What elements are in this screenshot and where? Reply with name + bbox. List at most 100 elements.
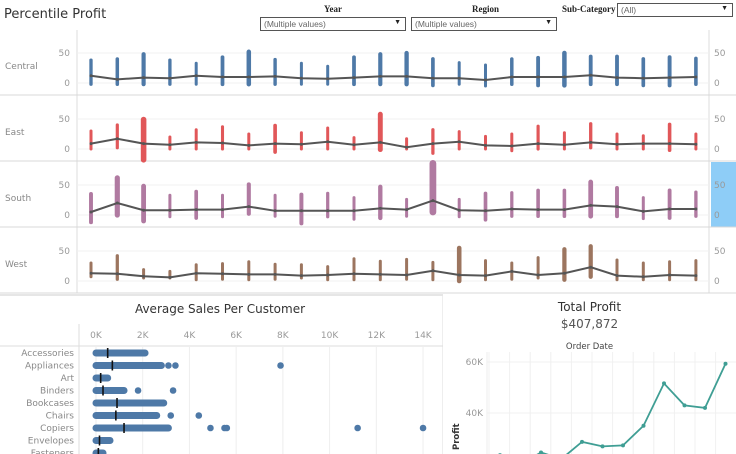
median-point <box>562 208 566 212</box>
data-point <box>167 412 175 419</box>
median-point <box>247 272 251 276</box>
median-point <box>273 142 277 146</box>
median-point <box>89 210 93 214</box>
median-point <box>326 209 330 213</box>
median-point <box>115 272 119 276</box>
avg-sales-title: Average Sales Per Customer <box>134 302 306 316</box>
y-tick-label: 50 <box>59 49 71 59</box>
median-point <box>273 74 277 78</box>
median-point <box>589 73 593 77</box>
median-point <box>142 142 146 146</box>
median-point <box>484 143 487 147</box>
y-tick-label-right: 0 <box>714 145 720 155</box>
y-tick-label: 40K <box>466 409 484 419</box>
median-point <box>484 274 487 278</box>
profit-point <box>641 423 646 428</box>
median-point <box>194 271 198 275</box>
region-filter-dropdown[interactable]: (Multiple values) ▼ <box>411 17 557 31</box>
y-tick-label-right: 0 <box>714 277 720 287</box>
median-point <box>142 208 146 212</box>
category-label: Binders <box>40 387 74 397</box>
median-point <box>89 142 93 146</box>
median-point <box>115 77 119 81</box>
median-point <box>168 208 172 212</box>
median-line <box>90 74 696 82</box>
x-tick-label: 14K <box>414 331 432 341</box>
y-tick-label-right: 50 <box>714 49 726 59</box>
data-point <box>354 424 361 432</box>
median-point <box>668 207 672 211</box>
category-label: Bookcases <box>26 399 74 409</box>
median-point <box>510 144 514 148</box>
median-point <box>431 142 435 146</box>
median-point <box>510 207 514 211</box>
y-tick-label-right: 50 <box>714 247 726 257</box>
profit-point <box>682 403 687 408</box>
median-point <box>484 209 487 213</box>
median-point <box>378 206 382 210</box>
median-point <box>247 205 251 209</box>
profit-axis-label: Profit <box>452 423 462 450</box>
category-label: Fasteners <box>31 449 75 454</box>
median-point <box>247 75 251 79</box>
median-point <box>484 78 487 82</box>
y-tick-label-right: 0 <box>714 79 720 89</box>
median-point <box>457 76 461 80</box>
y-tick-label-right: 50 <box>714 181 726 191</box>
median-point <box>589 140 593 144</box>
data-point <box>223 424 231 432</box>
region-filter-value: (Multiple values) <box>415 19 477 29</box>
median-point <box>352 272 356 276</box>
median-point <box>641 275 645 279</box>
y-tick-label: 50 <box>59 181 71 191</box>
median-point <box>221 141 224 145</box>
y-tick-label: 0 <box>64 145 70 155</box>
median-point <box>89 74 93 78</box>
median-point <box>668 142 672 146</box>
median-point <box>405 273 409 277</box>
median-point <box>352 209 356 213</box>
y-tick-label-right: 0 <box>714 211 720 221</box>
median-point <box>299 274 303 278</box>
region-label: South <box>5 194 31 204</box>
profit-point <box>621 443 625 448</box>
median-point <box>378 74 382 78</box>
x-tick-label: 4K <box>184 331 197 341</box>
profit-point <box>723 361 728 366</box>
median-point <box>221 208 224 212</box>
median-point <box>694 75 698 79</box>
median-point <box>615 142 619 146</box>
median-point <box>378 272 382 276</box>
y-tick-label-right: 50 <box>714 115 726 125</box>
median-point <box>405 74 409 78</box>
profit-point <box>580 439 584 444</box>
category-label: Appliances <box>25 362 74 372</box>
median-point <box>589 265 593 269</box>
profit-point <box>662 381 666 386</box>
median-point <box>562 271 566 275</box>
x-tick-label: 12K <box>368 331 386 341</box>
profit-point <box>539 450 543 454</box>
sub-category-filter-dropdown[interactable]: (All) ▼ <box>617 3 733 17</box>
year-filter-dropdown[interactable]: (Multiple values) ▼ <box>260 17 406 31</box>
median-point <box>562 143 566 147</box>
selected-axis-highlight <box>711 162 736 227</box>
median-point <box>615 205 619 209</box>
median-point <box>299 209 303 213</box>
median-point <box>615 76 619 80</box>
avg-sales-chart: 0K 2K 4K 6K 8K 10K 12K 14K Accessories Appliances… <box>0 294 443 454</box>
data-point <box>277 362 284 369</box>
category-label: Chairs <box>46 412 75 422</box>
median-point <box>431 199 435 203</box>
median-point <box>668 76 672 80</box>
category-label: Envelopes <box>28 437 75 447</box>
median-point <box>589 203 593 207</box>
median-point <box>457 273 461 277</box>
median-point <box>536 208 540 212</box>
median-point <box>115 201 119 205</box>
sub-category-filter-label: Sub-Category <box>562 4 616 14</box>
data-point <box>195 412 203 419</box>
data-point <box>134 387 142 394</box>
total-profit-value: $407,872 <box>560 317 619 331</box>
